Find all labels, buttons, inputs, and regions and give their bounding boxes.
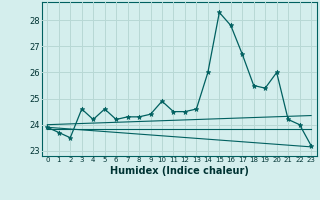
X-axis label: Humidex (Indice chaleur): Humidex (Indice chaleur) — [110, 166, 249, 176]
